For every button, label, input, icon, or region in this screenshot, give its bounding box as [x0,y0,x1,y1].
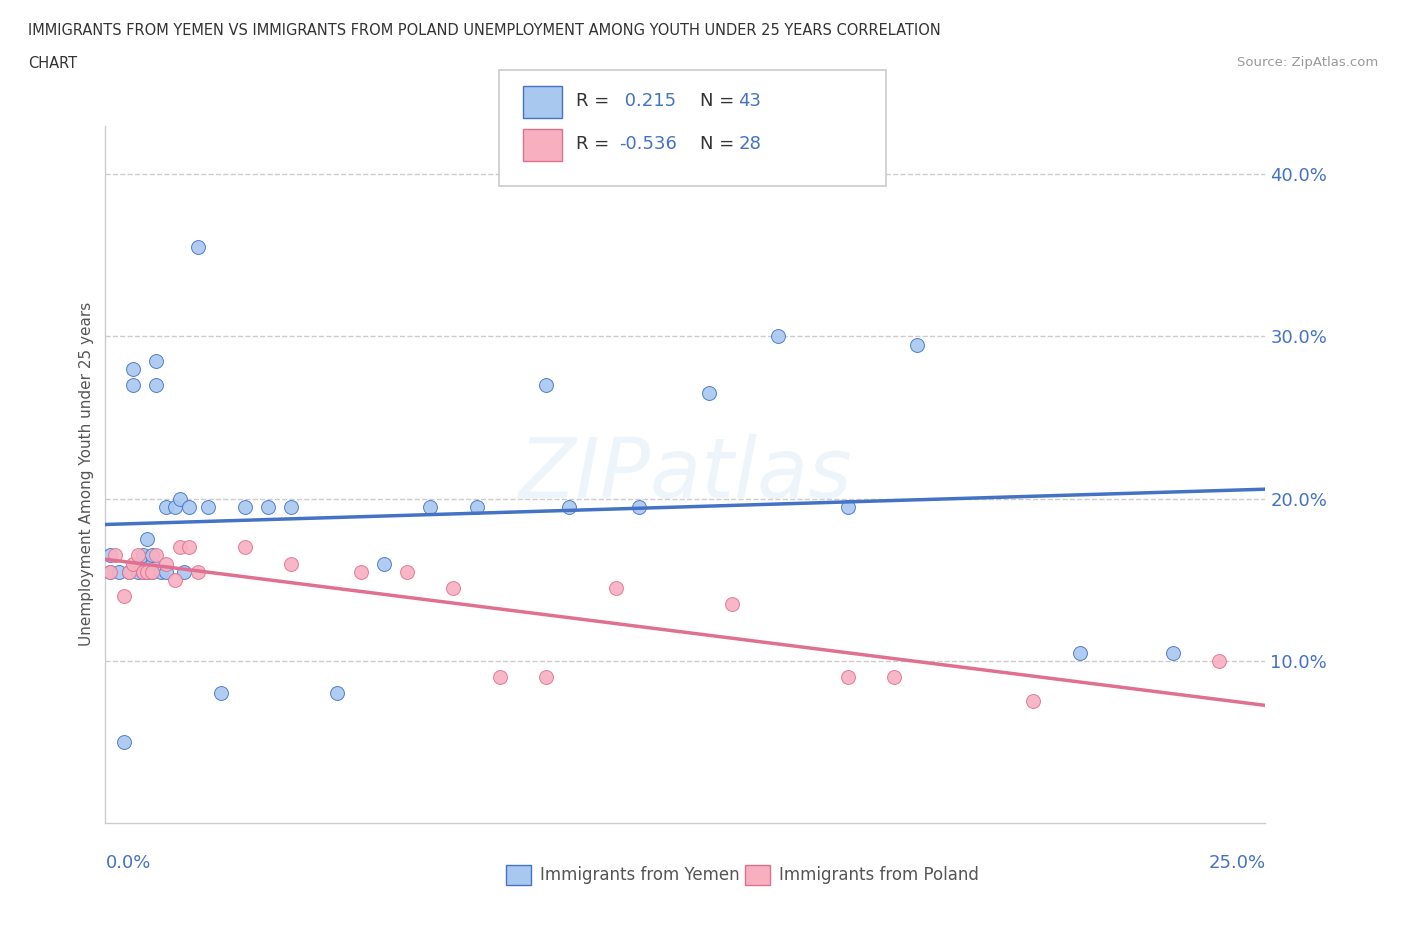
Text: 0.215: 0.215 [619,92,676,111]
Point [108,565,131,579]
Point [605,580,627,595]
Point [145,548,167,563]
Point [112,735,135,750]
Point [883,670,905,684]
Point [150,565,173,579]
Point [112,589,135,604]
Point [169,539,191,554]
Point [122,362,145,377]
Point [155,499,177,514]
Point [136,565,159,579]
Point [628,499,651,514]
Point [104,548,127,563]
Point [768,329,790,344]
Point [558,499,581,514]
Point [131,548,153,563]
Point [145,353,167,368]
Text: Immigrants from Yemen: Immigrants from Yemen [540,866,740,884]
Point [465,499,488,514]
Point [98,565,121,579]
Point [534,670,557,684]
Point [155,556,177,571]
Point [534,378,557,392]
Point [131,565,153,579]
Point [127,565,149,579]
Point [141,548,163,563]
Point [173,565,195,579]
Text: 28: 28 [738,135,761,153]
Text: 25.0%: 25.0% [1208,855,1265,872]
Point [187,565,209,579]
Text: 43: 43 [738,92,761,111]
Point [373,556,395,571]
Point [396,565,419,579]
Point [907,337,929,352]
Point [349,565,371,579]
Point [1069,645,1091,660]
Point [122,556,145,571]
Text: CHART: CHART [28,56,77,71]
Point [233,539,256,554]
Point [136,565,159,579]
Point [837,670,859,684]
Y-axis label: Unemployment Among Youth under 25 years: Unemployment Among Youth under 25 years [79,302,94,646]
Point [721,597,744,612]
Point [177,539,200,554]
Point [280,499,302,514]
Point [98,548,121,563]
Point [141,556,163,571]
Point [1208,654,1230,669]
Text: Immigrants from Poland: Immigrants from Poland [779,866,979,884]
Point [1022,694,1045,709]
Text: ZIPatlas: ZIPatlas [519,433,852,515]
Point [118,565,141,579]
Point [118,565,141,579]
Point [98,565,121,579]
Text: -0.536: -0.536 [619,135,676,153]
Point [419,499,441,514]
Point [441,580,464,595]
Point [211,685,233,700]
Point [136,532,159,547]
Point [141,565,163,579]
Point [155,565,177,579]
Point [197,499,219,514]
Text: Source: ZipAtlas.com: Source: ZipAtlas.com [1237,56,1378,69]
Point [837,499,859,514]
Point [163,499,186,514]
Point [145,378,167,392]
Point [131,565,153,579]
Point [163,572,186,587]
Point [169,491,191,506]
Text: N =: N = [700,135,740,153]
Point [489,670,512,684]
Point [187,240,209,255]
Point [177,499,200,514]
Point [697,386,720,401]
Point [122,378,145,392]
Point [326,685,349,700]
Point [257,499,280,514]
Text: IMMIGRANTS FROM YEMEN VS IMMIGRANTS FROM POLAND UNEMPLOYMENT AMONG YOUTH UNDER 2: IMMIGRANTS FROM YEMEN VS IMMIGRANTS FROM… [28,23,941,38]
Text: N =: N = [700,92,740,111]
Text: 0.0%: 0.0% [105,855,150,872]
Text: R =: R = [576,135,616,153]
Point [1161,645,1184,660]
Point [233,499,256,514]
Point [141,565,163,579]
Text: R =: R = [576,92,616,111]
Point [127,548,149,563]
Point [280,556,302,571]
